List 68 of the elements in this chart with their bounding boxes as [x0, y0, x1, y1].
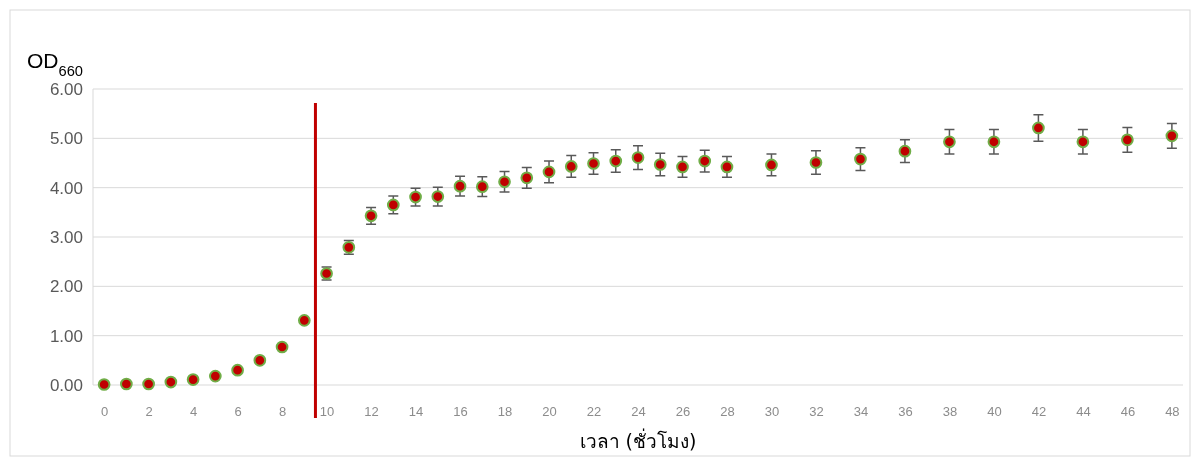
point	[720, 160, 734, 174]
x-tick-label: 20	[542, 404, 557, 420]
point	[587, 157, 600, 170]
x-tick-label: 10	[319, 404, 335, 420]
x-tick-label: 28	[720, 404, 735, 420]
point	[854, 152, 867, 166]
point	[186, 373, 200, 386]
point	[453, 179, 467, 193]
y-tick-label: 6.00	[49, 79, 83, 99]
point	[898, 144, 912, 158]
point	[231, 363, 244, 377]
point	[631, 151, 645, 164]
x-tick-label: 36	[898, 404, 913, 420]
x-tick-label: 30	[764, 404, 780, 420]
y-axis-title: OD$_{660}$	[27, 49, 84, 79]
point	[253, 353, 267, 367]
x-tick-label: 32	[809, 404, 824, 420]
point	[698, 154, 712, 168]
x-axis-title: เวลา (ชั่วโมง)	[579, 428, 697, 452]
x-tick-label: 4	[189, 404, 198, 420]
point	[609, 154, 623, 168]
point	[1165, 129, 1179, 143]
point	[120, 377, 133, 391]
x-tick-label: 40	[987, 404, 1002, 420]
x-tick-label: 22	[586, 404, 602, 420]
x-tick-label: 38	[942, 404, 958, 420]
point	[676, 160, 689, 174]
point	[431, 190, 445, 203]
point	[943, 135, 956, 149]
point	[987, 135, 1001, 149]
point	[498, 175, 511, 189]
x-tick-label: 0	[101, 404, 109, 420]
x-tick-label: 42	[1031, 404, 1047, 420]
point	[275, 340, 289, 354]
point	[1076, 135, 1090, 149]
point	[653, 158, 667, 171]
point	[142, 377, 155, 391]
x-tick-label: 2	[145, 404, 153, 420]
y-tick-label: 4.00	[49, 178, 83, 198]
point	[475, 180, 489, 194]
y-tick-label: 1.00	[49, 326, 83, 346]
y-tick-label: 3.00	[49, 227, 83, 247]
y-tick-label: 5.00	[49, 129, 83, 149]
y-tick-label: 0.00	[49, 375, 83, 395]
x-tick-label: 6	[234, 404, 242, 420]
point	[520, 171, 534, 185]
x-tick-label: 18	[497, 404, 513, 420]
x-tick-label: 24	[631, 404, 646, 420]
point	[1121, 133, 1134, 147]
point	[809, 156, 823, 169]
x-tick-label: 16	[453, 404, 468, 420]
y-tick-label: 2.00	[49, 277, 83, 297]
x-tick-label: 12	[364, 404, 379, 420]
point	[564, 160, 578, 173]
x-tick-label: 44	[1076, 404, 1091, 420]
x-tick-label: 14	[408, 404, 424, 420]
point	[542, 165, 556, 179]
point	[164, 375, 178, 389]
x-tick-label: 26	[675, 404, 691, 420]
point	[1032, 121, 1045, 135]
x-tick-label: 34	[853, 404, 869, 420]
x-tick-label: 48	[1165, 404, 1180, 420]
point	[97, 378, 111, 391]
point	[208, 369, 222, 383]
point	[765, 158, 778, 172]
x-tick-label: 46	[1120, 404, 1136, 420]
x-tick-label: 8	[278, 404, 287, 420]
point	[297, 314, 311, 327]
